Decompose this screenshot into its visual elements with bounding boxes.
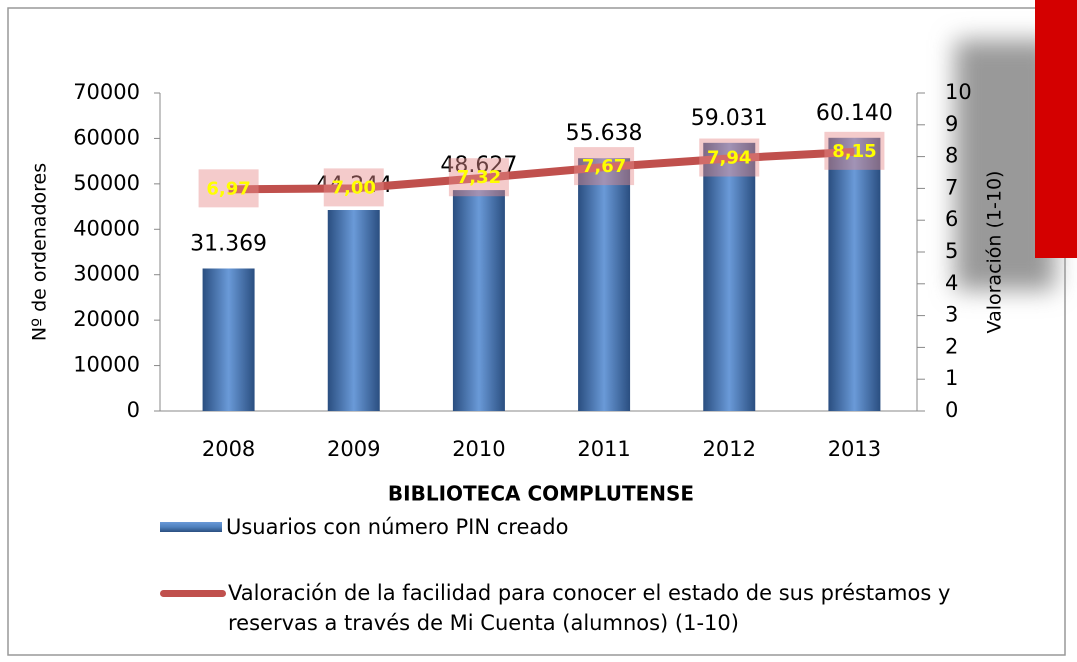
- y-tick-label: 50000: [73, 171, 140, 195]
- bar: [202, 268, 255, 411]
- line-value-label: 7,67: [582, 156, 626, 177]
- x-tick-label: 2013: [828, 437, 881, 461]
- line-value-label: 7,00: [332, 177, 376, 198]
- line-series: [228, 147, 855, 194]
- y2-tick-label: 8: [945, 144, 958, 168]
- legend-item: Valoración de la facilidad para conocer …: [160, 578, 960, 638]
- y2-tick-label: 10: [945, 80, 972, 104]
- decor-red: [1035, 0, 1077, 258]
- chart-frame: [7, 7, 1066, 656]
- line-value-label: 8,15: [832, 141, 876, 162]
- bar-value-label: 59.031: [691, 106, 768, 131]
- legend: Usuarios con número PIN creado Valoració…: [160, 510, 960, 638]
- line-label-box: [448, 158, 509, 197]
- x-tick-label: 2010: [452, 437, 505, 461]
- line-label-box: [198, 169, 259, 208]
- bar: [828, 137, 881, 411]
- y-tick-label: 70000: [73, 80, 140, 104]
- legend-label: Usuarios con número PIN creado: [226, 515, 569, 539]
- legend-swatch: [160, 522, 222, 532]
- y2-tick-label: 9: [945, 112, 958, 136]
- x-axis-title: BIBLIOTECA COMPLUTENSE: [388, 482, 694, 506]
- y2-tick-label: 2: [945, 334, 958, 358]
- bar: [578, 158, 631, 411]
- y2-axis-title: Valoración (1-10): [984, 171, 1006, 334]
- x-tick-label: 2011: [577, 437, 630, 461]
- y2-tick-label: 7: [945, 175, 958, 199]
- x-tick-label: 2009: [327, 437, 380, 461]
- line-value-label: 7,32: [457, 167, 501, 188]
- y-tick-label: 20000: [73, 307, 140, 331]
- legend-swatch: [160, 590, 226, 597]
- bar: [452, 190, 505, 411]
- line-value-label: 6,97: [206, 178, 250, 199]
- bar-value-label: 55.638: [566, 121, 643, 146]
- y-tick-label: 30000: [73, 262, 140, 286]
- x-tick-label: 2012: [703, 437, 756, 461]
- y2-tick-label: 1: [945, 366, 958, 390]
- line-label-box: [323, 168, 384, 207]
- line-label-box: [699, 138, 760, 177]
- x-tick-label: 2008: [202, 437, 255, 461]
- y2-tick-label: 0: [945, 398, 958, 422]
- y2-tick-label: 6: [945, 207, 958, 231]
- line-label-box: [824, 131, 885, 170]
- y2-tick-label: 3: [945, 303, 958, 327]
- y-axis-title: Nº de ordenadores: [29, 163, 51, 341]
- y-tick-label: 40000: [73, 216, 140, 240]
- bar-value-label: 31.369: [190, 231, 267, 256]
- bar-value-label: 60.140: [816, 101, 893, 126]
- y2-tick-label: 5: [945, 239, 958, 263]
- bar: [327, 210, 380, 411]
- bar: [703, 142, 756, 411]
- y-tick-label: 60000: [73, 125, 140, 149]
- line-label-box: [574, 147, 635, 186]
- line-value-label: 7,94: [707, 148, 751, 169]
- legend-label: Valoración de la facilidad para conocer …: [228, 581, 951, 635]
- y2-tick-label: 4: [945, 271, 958, 295]
- y-tick-label: 10000: [73, 353, 140, 377]
- y-tick-label: 0: [127, 398, 140, 422]
- legend-item: Usuarios con número PIN creado: [160, 510, 960, 544]
